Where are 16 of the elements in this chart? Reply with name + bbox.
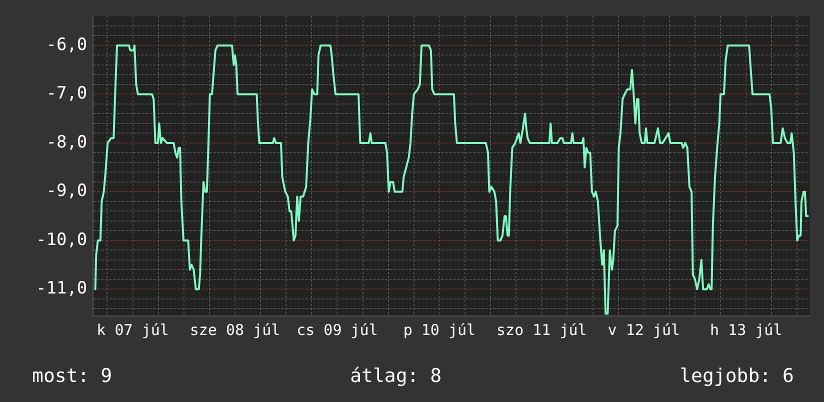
x-tick-label: v 12 júl	[608, 320, 680, 339]
text: átlag: 8	[350, 365, 442, 387]
text: most: 9	[32, 365, 112, 387]
y-tick-label: -10,0	[36, 230, 88, 250]
x-tick-label: p 10 júl	[403, 320, 476, 339]
y-tick-label: -6,0	[46, 34, 88, 55]
x-tick-label: cs 09 júl	[296, 320, 378, 339]
y-tick-label: -9,0	[46, 181, 88, 202]
y-tick-label: -8,0	[46, 132, 88, 152]
x-tick-label: sze 08 júl	[190, 320, 280, 339]
x-tick-label: szo 11 júl	[496, 320, 587, 339]
text: legjobb: 6	[680, 365, 794, 387]
x-tick-label: h 13 júl	[710, 320, 782, 339]
x-tick-label: k 07 júl	[96, 320, 169, 339]
y-tick-label: -11,0	[36, 278, 88, 299]
y-tick-label: -7,0	[46, 84, 88, 104]
